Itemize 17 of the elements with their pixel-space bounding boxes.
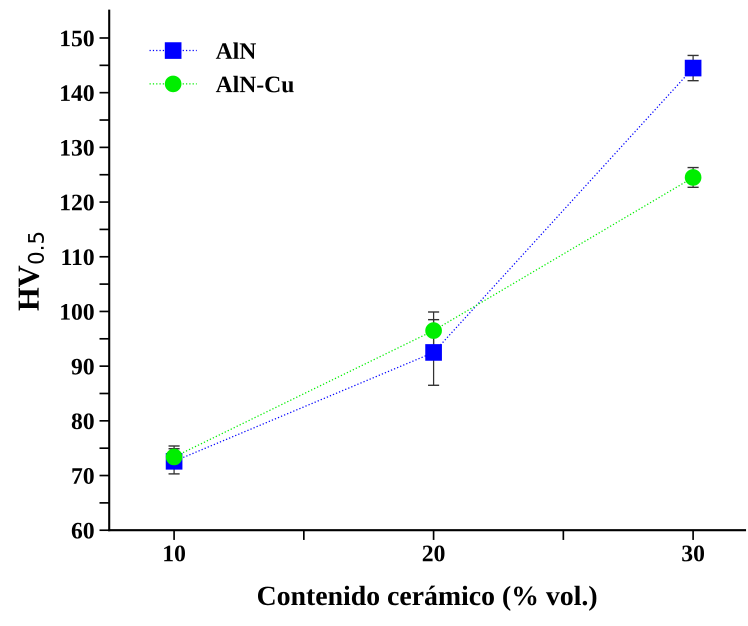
y-axis-title: HV$_{0.5}$ (18, 232, 44, 311)
y-tick-label: 80 (72, 413, 94, 430)
legend-label: AlN (216, 42, 256, 59)
y-tick-label: 100 (61, 304, 94, 320)
legend-label: AlN-Cu (216, 76, 294, 92)
y-tick-label: 150 (61, 30, 94, 46)
x-axis-title: Contenido cerámico (% vol.) (258, 586, 596, 611)
y-tick-label: 70 (72, 468, 94, 484)
y-tick-label: 130 (61, 140, 94, 156)
y-tick-label: 140 (61, 85, 94, 102)
y-tick-label: 120 (61, 194, 94, 210)
x-tick-label: 20 (422, 545, 444, 562)
x-tick-label: 10 (164, 545, 185, 562)
y-tick-label: 90 (72, 358, 94, 375)
y-tick-label: 110 (62, 249, 94, 266)
y-tick-label: 60 (72, 522, 94, 539)
x-tick-label: 30 (682, 545, 704, 562)
